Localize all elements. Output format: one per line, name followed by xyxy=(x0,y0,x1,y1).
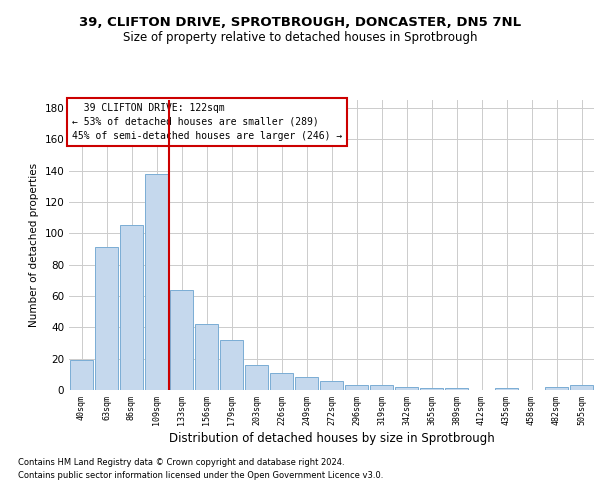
Text: Contains HM Land Registry data © Crown copyright and database right 2024.: Contains HM Land Registry data © Crown c… xyxy=(18,458,344,467)
Bar xyxy=(145,174,169,390)
Bar xyxy=(395,387,418,390)
Bar xyxy=(70,360,94,390)
Bar xyxy=(545,387,568,390)
Bar xyxy=(370,386,394,390)
Bar xyxy=(295,378,319,390)
Bar xyxy=(220,340,244,390)
X-axis label: Distribution of detached houses by size in Sprotbrough: Distribution of detached houses by size … xyxy=(169,432,494,445)
Bar xyxy=(569,386,593,390)
Text: Size of property relative to detached houses in Sprotbrough: Size of property relative to detached ho… xyxy=(123,31,477,44)
Text: Contains public sector information licensed under the Open Government Licence v3: Contains public sector information licen… xyxy=(18,472,383,480)
Bar xyxy=(445,388,469,390)
Text: 39, CLIFTON DRIVE, SPROTBROUGH, DONCASTER, DN5 7NL: 39, CLIFTON DRIVE, SPROTBROUGH, DONCASTE… xyxy=(79,16,521,29)
Text: 39 CLIFTON DRIVE: 122sqm
← 53% of detached houses are smaller (289)
45% of semi-: 39 CLIFTON DRIVE: 122sqm ← 53% of detach… xyxy=(71,103,342,141)
Bar xyxy=(95,248,118,390)
Bar xyxy=(494,388,518,390)
Bar xyxy=(245,365,268,390)
Bar xyxy=(170,290,193,390)
Bar xyxy=(419,388,443,390)
Bar xyxy=(320,380,343,390)
Bar xyxy=(269,373,293,390)
Bar xyxy=(194,324,218,390)
Y-axis label: Number of detached properties: Number of detached properties xyxy=(29,163,39,327)
Bar xyxy=(119,226,143,390)
Bar xyxy=(344,386,368,390)
